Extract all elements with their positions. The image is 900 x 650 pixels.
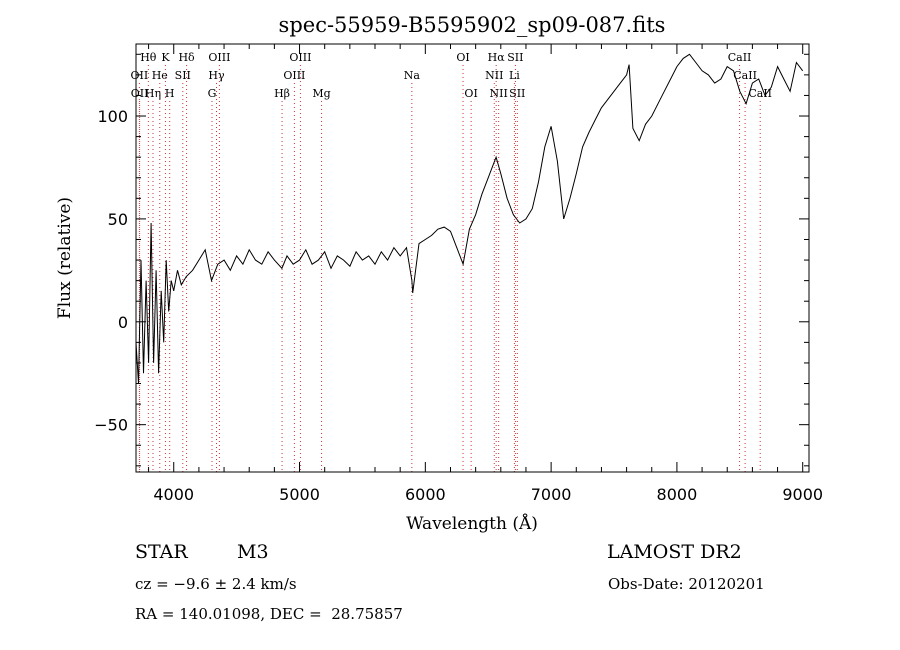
x-tick-label: 6000: [405, 485, 446, 504]
chart-title: spec-55959-B5595902_sp09-087.fits: [279, 13, 666, 37]
line-label: Hθ: [140, 51, 157, 64]
line-label: Hβ: [274, 87, 290, 100]
observation-date: Obs-Date: 20120201: [608, 575, 765, 593]
y-tick-label: 0: [118, 313, 128, 332]
line-label: SII: [175, 69, 191, 82]
line-label: SII: [509, 87, 525, 100]
spectrum-line: [135, 53, 804, 384]
x-axis-label: Wavelength (Å): [406, 513, 538, 534]
line-label: Li: [509, 69, 520, 82]
y-axis: −50 0 50 100: [94, 53, 809, 467]
line-label: G: [208, 87, 217, 100]
line-label: He: [152, 69, 168, 82]
line-label: CaII: [733, 69, 757, 82]
y-tick-label: 50: [108, 210, 128, 229]
plot-frame: [135, 43, 810, 473]
line-label: OII: [131, 69, 149, 82]
line-label: Hα: [488, 51, 506, 64]
y-tick-label: 100: [97, 107, 128, 126]
line-label: Na: [404, 69, 421, 82]
y-axis-label: Flux (relative): [55, 197, 75, 319]
line-label: OIII: [208, 51, 230, 64]
line-label: Hγ: [208, 69, 225, 82]
x-tick-label: 9000: [782, 485, 823, 504]
coordinates: RA = 140.01098, DEC = 28.75857: [135, 605, 403, 623]
x-tick-label: 5000: [279, 485, 320, 504]
line-label: K: [161, 51, 170, 64]
y-tick-label: −50: [94, 416, 128, 435]
line-markers: [138, 65, 761, 472]
line-label: OIII: [289, 51, 311, 64]
line-label: NII: [485, 69, 503, 82]
line-label: OIII: [283, 69, 305, 82]
line-label: OII: [131, 87, 149, 100]
line-label: CaII: [748, 87, 772, 100]
redshift-cz: cz = −9.6 ± 2.4 km/s: [135, 575, 297, 593]
line-label: Hη: [145, 87, 161, 100]
line-label: Mg: [312, 87, 330, 100]
x-tick-label: 7000: [531, 485, 572, 504]
line-label: SII: [507, 51, 523, 64]
line-label: NII: [490, 87, 508, 100]
line-label: H: [165, 87, 175, 100]
line-label: Hδ: [178, 51, 195, 64]
x-tick-label: 4000: [153, 485, 194, 504]
x-axis: 4000 5000 6000 7000 8000 9000: [148, 44, 823, 504]
x-tick-label: 8000: [657, 485, 698, 504]
survey-name: LAMOST DR2: [607, 541, 742, 563]
object-type: STAR: [135, 541, 188, 563]
object-subclass: M3: [237, 541, 269, 563]
line-label: CaII: [728, 51, 752, 64]
line-label: OI: [456, 51, 469, 64]
line-label: OI: [464, 87, 477, 100]
